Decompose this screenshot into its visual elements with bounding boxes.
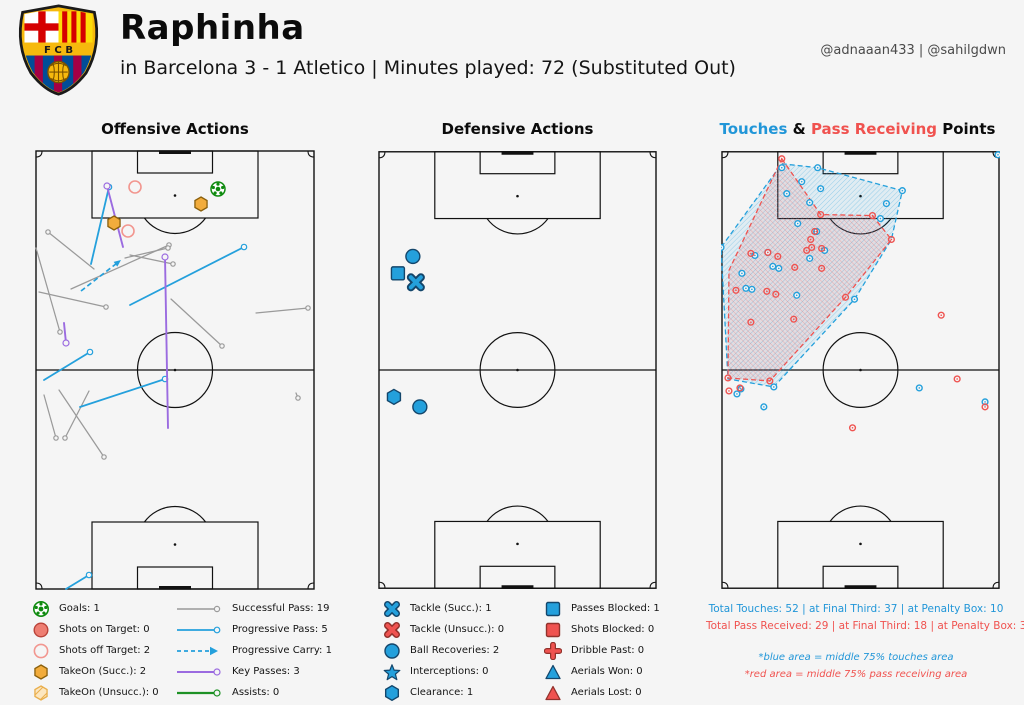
circle-outline-icon — [31, 642, 51, 660]
legend-item: Aerials Won: 0 — [543, 661, 660, 682]
touches-stat-line: Total Pass Received: 29 | at Final Third… — [706, 620, 1024, 632]
legend-label: Shots on Target: 0 — [59, 624, 150, 635]
pitch-lines — [35, 150, 315, 590]
legend-item: Passes Blocked: 1 — [543, 598, 660, 619]
title-part: Pass Receiving — [810, 120, 938, 138]
credits-handles: @adnaaan433 | @sahilgdwn — [820, 43, 1006, 58]
crest-letters: F C B — [44, 45, 73, 56]
touch-points — [721, 151, 1000, 411]
progressive-pass-lines — [43, 183, 248, 590]
defensive-actions-title: Defensive Actions — [441, 120, 594, 138]
legend-label: Tackle (Unsucc.): 0 — [410, 624, 505, 635]
touches-pass-receiving-title: Touches & Pass Receiving Points — [715, 120, 1000, 138]
match-subtitle: in Barcelona 3 - 1 Atletico | Minutes pl… — [120, 57, 736, 79]
legend-item: TakeOn (Succ.): 2 — [31, 661, 159, 682]
legend-item: Progressive Carry: 1 — [176, 640, 332, 661]
touches-legend-stats: Total Touches: 52 | at Final Third: 37 |… — [706, 601, 1024, 683]
legend-label: Successful Pass: 19 — [232, 603, 330, 614]
legend-item: Tackle (Succ.): 1 — [382, 598, 504, 619]
title-part: Touches — [719, 120, 788, 138]
area-note-line: *red area = middle 75% pass receiving ar… — [744, 669, 968, 680]
line-purple-icon — [176, 665, 224, 679]
goal-markers — [210, 181, 226, 197]
legend-label: Shots Blocked: 0 — [571, 624, 655, 635]
legend-label: Tackle (Succ.): 1 — [410, 603, 492, 614]
legend-label: Clearance: 1 — [410, 687, 474, 698]
pass-received-points — [724, 155, 989, 432]
legend-label: Passes Blocked: 1 — [571, 603, 660, 614]
circle-filled-icon — [31, 621, 51, 639]
legend-label: Key Passes: 3 — [232, 666, 300, 677]
legend-item: TakeOn (Unsucc.): 0 — [31, 682, 159, 703]
defensive-legend-right: Passes Blocked: 1 Shots Blocked: 0 Dribble… — [543, 598, 660, 703]
line-gray-icon — [176, 602, 224, 616]
x-red-icon — [382, 621, 402, 639]
offensive-actions-title: Offensive Actions — [101, 120, 249, 138]
title-part: Points — [937, 120, 996, 138]
circle-blue-icon — [382, 642, 402, 660]
hex-filled-icon — [31, 663, 51, 681]
pitch-defensive-actions — [378, 151, 657, 589]
legend-item: Ball Recoveries: 2 — [382, 640, 504, 661]
square-blue-icon — [543, 600, 563, 618]
pitch-lines — [378, 151, 657, 589]
defensive-legend-left: Tackle (Succ.): 1 Tackle (Unsucc.): 0 Ball… — [382, 598, 504, 703]
legend-label: Ball Recoveries: 2 — [410, 645, 500, 656]
legend-item: Dribble Past: 0 — [543, 640, 660, 661]
area-note-line: *blue area = middle 75% touches area — [758, 652, 954, 663]
tri-red-icon — [543, 684, 563, 702]
legend-item: Tackle (Unsucc.): 0 — [382, 619, 504, 640]
legend-item: Shots Blocked: 0 — [543, 619, 660, 640]
line-green-icon — [176, 686, 224, 700]
legend-label: Shots off Target: 2 — [59, 645, 151, 656]
legend-label: Aerials Won: 0 — [571, 666, 643, 677]
defensive-markers — [386, 248, 428, 415]
legend-item: Goals: 1 — [31, 598, 159, 619]
x-blue-icon — [382, 600, 402, 618]
legend-label: Interceptions: 0 — [410, 666, 489, 677]
legend-item: Clearance: 1 — [382, 682, 504, 703]
shot-markers — [121, 180, 142, 238]
pitch-offensive-actions — [35, 150, 315, 590]
title-part: & — [787, 120, 811, 138]
progressive-carry-arrow — [80, 260, 121, 292]
square-red-icon — [543, 621, 563, 639]
fcb-crest-logo: F C B — [18, 4, 99, 96]
pitch-touches-pass-receiving — [721, 151, 1000, 589]
legend-label: Progressive Carry: 1 — [232, 645, 332, 656]
hex-blue-icon — [382, 684, 402, 702]
legend-item: Shots off Target: 2 — [31, 640, 159, 661]
legend-item: Assists: 0 — [176, 682, 332, 703]
legend-label: TakeOn (Succ.): 2 — [59, 666, 147, 677]
tri-blue-icon — [543, 663, 563, 681]
legend-item: Successful Pass: 19 — [176, 598, 332, 619]
page-title: Raphinha — [120, 8, 305, 48]
legend-label: Assists: 0 — [232, 687, 280, 698]
line-blue-icon — [176, 623, 224, 637]
legend-label: TakeOn (Unsucc.): 0 — [59, 687, 159, 698]
takeon-markers — [107, 196, 208, 231]
legend-label: Dribble Past: 0 — [571, 645, 645, 656]
legend-label: Progressive Pass: 5 — [232, 624, 328, 635]
legend-item: Aerials Lost: 0 — [543, 682, 660, 703]
legend-item: Interceptions: 0 — [382, 661, 504, 682]
star-blue-icon — [382, 663, 402, 681]
legend-label: Aerials Lost: 0 — [571, 687, 642, 698]
plus-red-icon — [543, 641, 563, 660]
offensive-legend-markers: Goals: 1 Shots on Target: 0 Shots off Targ… — [31, 598, 159, 703]
hex-hatched-icon — [31, 684, 51, 702]
legend-item: Shots on Target: 0 — [31, 619, 159, 640]
legend-item: Progressive Pass: 5 — [176, 619, 332, 640]
line-carry-icon — [176, 644, 224, 658]
touches-stat-line: Total Touches: 52 | at Final Third: 37 |… — [708, 603, 1004, 615]
offensive-legend-lines: Successful Pass: 19 Progressive Pass: 5 Pr… — [176, 598, 332, 703]
legend-item: Key Passes: 3 — [176, 661, 332, 682]
legend-label: Goals: 1 — [59, 603, 100, 614]
successful-pass-lines — [35, 229, 311, 460]
soccer-ball-icon — [31, 600, 51, 618]
